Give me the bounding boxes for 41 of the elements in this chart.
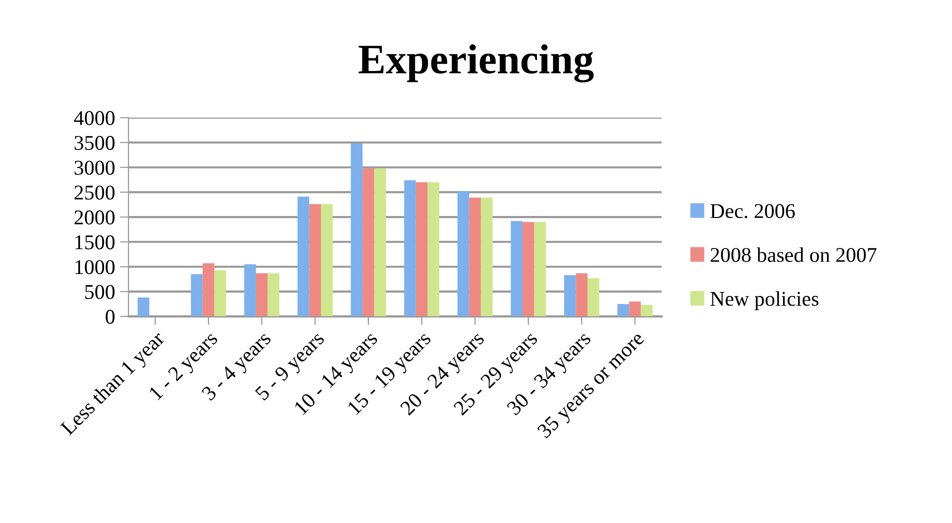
bar <box>480 198 493 316</box>
chart-title: Experiencing <box>358 44 594 82</box>
bar <box>298 196 310 316</box>
y-tick-label: 3000 <box>74 160 115 175</box>
legend-label: New policies <box>710 291 818 310</box>
bar <box>564 275 576 316</box>
legend-label: 2008 based on 2007 <box>710 247 876 262</box>
bar <box>256 273 268 316</box>
bar <box>510 221 522 316</box>
bar <box>629 302 641 316</box>
bar <box>416 182 428 316</box>
bar <box>214 270 226 316</box>
bar <box>404 180 416 316</box>
y-tick-label: 3500 <box>74 136 115 150</box>
bar <box>469 198 481 316</box>
bar <box>362 168 374 316</box>
y-tick-label: 4000 <box>74 111 115 126</box>
bar <box>202 263 214 316</box>
y-tick-label: 0 <box>106 310 115 324</box>
bar <box>138 298 150 316</box>
bar <box>309 204 321 316</box>
legend-label: Dec. 2006 <box>710 204 795 218</box>
y-tick-label: 1500 <box>75 235 115 250</box>
bar <box>190 274 203 316</box>
bar <box>374 168 386 316</box>
bar <box>244 264 256 316</box>
bar <box>522 222 534 316</box>
bar <box>268 273 280 316</box>
bar <box>350 144 363 316</box>
bar <box>428 182 440 316</box>
y-tick-label: 500 <box>85 284 115 300</box>
bar <box>576 273 588 316</box>
bar <box>640 304 653 316</box>
y-tick-label: 2000 <box>74 210 115 224</box>
bar <box>320 204 333 316</box>
bar <box>588 278 600 316</box>
bar <box>534 222 546 316</box>
y-tick-label: 2500 <box>74 186 115 200</box>
y-tick-label: 1000 <box>75 260 115 274</box>
bar <box>617 304 630 316</box>
bar <box>457 191 470 316</box>
